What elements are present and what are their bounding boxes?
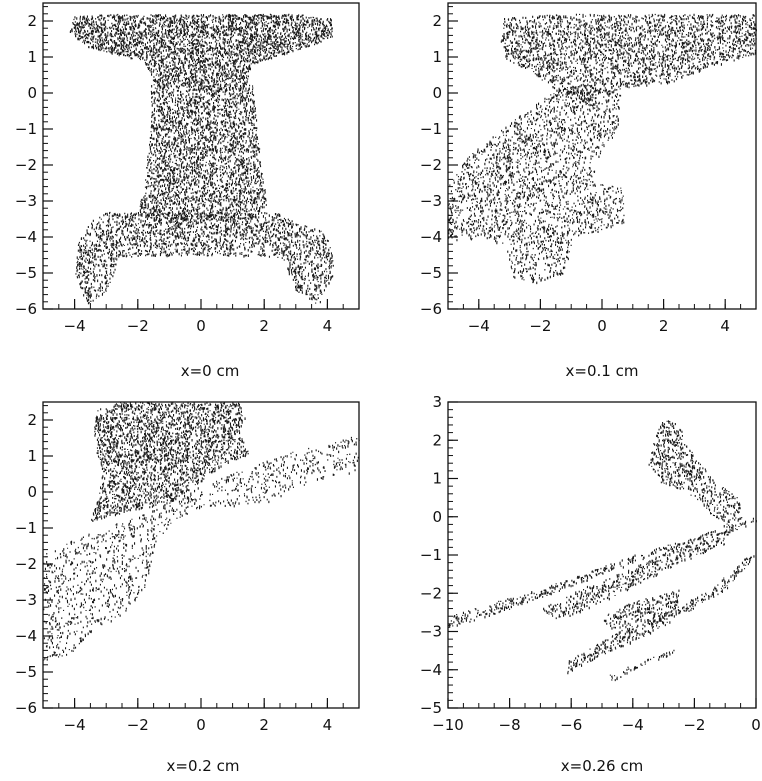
x-tick-label: −2: [529, 317, 551, 335]
panel-x0: −4 −2 0 2 4 −6 −5 −4 −3 −2 −1 0 1 2 x=0 cm: [15, 2, 360, 380]
x-tick-label: −4: [64, 716, 86, 734]
scatter-region: [609, 649, 675, 682]
scatter-region: [500, 13, 757, 106]
x-tick-label: 0: [751, 716, 761, 734]
y-tick-label: −3: [420, 192, 442, 210]
panel-x0-1: −4 −2 0 2 4 −6 −5 −4 −3 −2 −1 0 1 2 x=0.1 cm: [420, 2, 757, 380]
y-tick-label: 1: [432, 470, 442, 488]
y-tick-label: 0: [27, 84, 37, 102]
panel-caption: x=0.26 cm: [561, 757, 643, 775]
y-tick-label: 2: [432, 431, 442, 449]
y-tick-label: −2: [15, 555, 37, 573]
scatter-region: [91, 402, 249, 522]
y-tick-label: −5: [15, 264, 37, 282]
y-tick-label: −1: [15, 120, 37, 138]
plot-frame: [42, 401, 360, 709]
scatter-region: [139, 82, 267, 222]
y-tick-label: −5: [420, 699, 442, 717]
y-tick-label: −3: [420, 623, 442, 641]
scatter-region: [448, 517, 757, 628]
scatter-region: [543, 529, 731, 620]
y-tick-label: −2: [15, 156, 37, 174]
y-tick-label: −2: [420, 584, 442, 602]
x-tick-label: −4: [622, 716, 644, 734]
scatter-points: [43, 402, 360, 661]
x-tick-label: −10: [432, 716, 464, 734]
x-tick-label: 0: [196, 716, 206, 734]
y-tick-label: −3: [15, 591, 37, 609]
y-tick-label: −2: [420, 156, 442, 174]
x-tick-label: −2: [127, 317, 149, 335]
y-tick-label: −5: [15, 663, 37, 681]
y-tick-label: −4: [420, 661, 442, 679]
scatter-points: [448, 420, 757, 682]
plot-frame: [447, 401, 757, 709]
scatter-region: [448, 83, 625, 285]
scatter-region: [69, 13, 333, 85]
scatter-points: [448, 13, 757, 285]
scatter-region: [567, 555, 755, 675]
axis-ticks: −4 −2 0 2 4 −6 −5 −4 −3 −2 −1 0 1 2: [15, 6, 360, 335]
scatter-region: [43, 436, 360, 661]
y-tick-label: −5: [420, 264, 442, 282]
panel-caption: x=0.2 cm: [167, 757, 240, 775]
y-tick-label: 2: [27, 12, 37, 30]
x-tick-label: 0: [196, 317, 206, 335]
y-tick-label: −1: [420, 546, 442, 564]
scatter-region: [603, 589, 680, 630]
x-tick-label: −4: [64, 317, 86, 335]
x-tick-label: 4: [323, 716, 333, 734]
y-tick-label: 1: [27, 447, 37, 465]
scatter-points: [69, 13, 334, 305]
y-tick-label: −6: [15, 300, 37, 318]
x-tick-label: 0: [597, 317, 607, 335]
axis-ticks: −4 −2 0 2 4 −6 −5 −4 −3 −2 −1 0 1 2: [15, 405, 360, 734]
y-tick-label: 2: [432, 12, 442, 30]
y-tick-label: 0: [432, 508, 442, 526]
x-tick-label: −6: [560, 716, 582, 734]
y-tick-label: 1: [432, 48, 442, 66]
panel-caption: x=0 cm: [181, 362, 240, 380]
y-tick-label: −4: [15, 627, 37, 645]
x-tick-label: 2: [659, 317, 669, 335]
y-tick-label: −1: [420, 120, 442, 138]
x-tick-label: −4: [468, 317, 490, 335]
x-tick-label: −2: [127, 716, 149, 734]
x-tick-label: 2: [259, 716, 269, 734]
y-tick-label: −1: [15, 519, 37, 537]
y-tick-label: −4: [15, 228, 37, 246]
y-tick-label: 2: [27, 411, 37, 429]
panel-x0-2: −4 −2 0 2 4 −6 −5 −4 −3 −2 −1 0 1 2 x=0.2 cm: [15, 401, 360, 775]
x-tick-label: −2: [683, 716, 705, 734]
x-tick-label: 4: [323, 317, 333, 335]
y-tick-label: 1: [27, 48, 37, 66]
y-tick-label: −6: [420, 300, 442, 318]
y-tick-label: −4: [420, 228, 442, 246]
y-tick-label: 0: [432, 84, 442, 102]
y-tick-label: 0: [27, 483, 37, 501]
x-tick-label: 2: [259, 317, 269, 335]
x-tick-label: −8: [499, 716, 521, 734]
axis-ticks: −4 −2 0 2 4 −6 −5 −4 −3 −2 −1 0 1 2: [420, 6, 757, 335]
scatter-region: [75, 211, 334, 305]
y-tick-label: 3: [432, 393, 442, 411]
x-tick-label: 4: [720, 317, 730, 335]
panel-caption: x=0.1 cm: [566, 362, 639, 380]
scatter-region: [648, 420, 743, 528]
y-tick-label: −6: [15, 699, 37, 717]
y-tick-label: −3: [15, 192, 37, 210]
